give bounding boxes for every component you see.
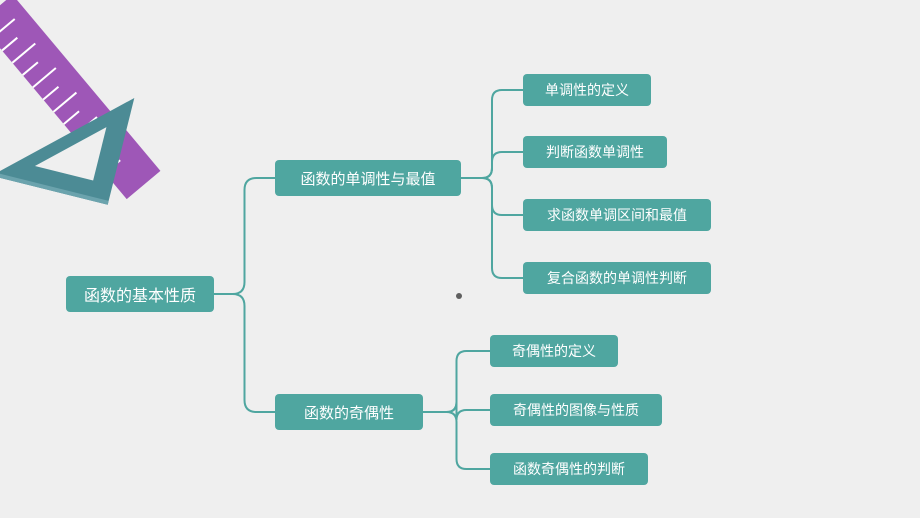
leaf-node-b1-2: 求函数单调区间和最值 bbox=[523, 199, 711, 231]
connector-lines bbox=[0, 0, 920, 518]
branch-node-parity: 函数的奇偶性 bbox=[275, 394, 423, 430]
branch-node-monotonicity: 函数的单调性与最值 bbox=[275, 160, 461, 196]
leaf-node-b2-1: 奇偶性的图像与性质 bbox=[490, 394, 662, 426]
leaf-node-b1-1: 判断函数单调性 bbox=[523, 136, 667, 168]
leaf-node-b1-0: 单调性的定义 bbox=[523, 74, 651, 106]
leaf-node-b1-3: 复合函数的单调性判断 bbox=[523, 262, 711, 294]
root-node: 函数的基本性质 bbox=[66, 276, 214, 312]
leaf-node-b2-2: 函数奇偶性的判断 bbox=[490, 453, 648, 485]
bullet-dot bbox=[456, 293, 462, 299]
leaf-node-b2-0: 奇偶性的定义 bbox=[490, 335, 618, 367]
